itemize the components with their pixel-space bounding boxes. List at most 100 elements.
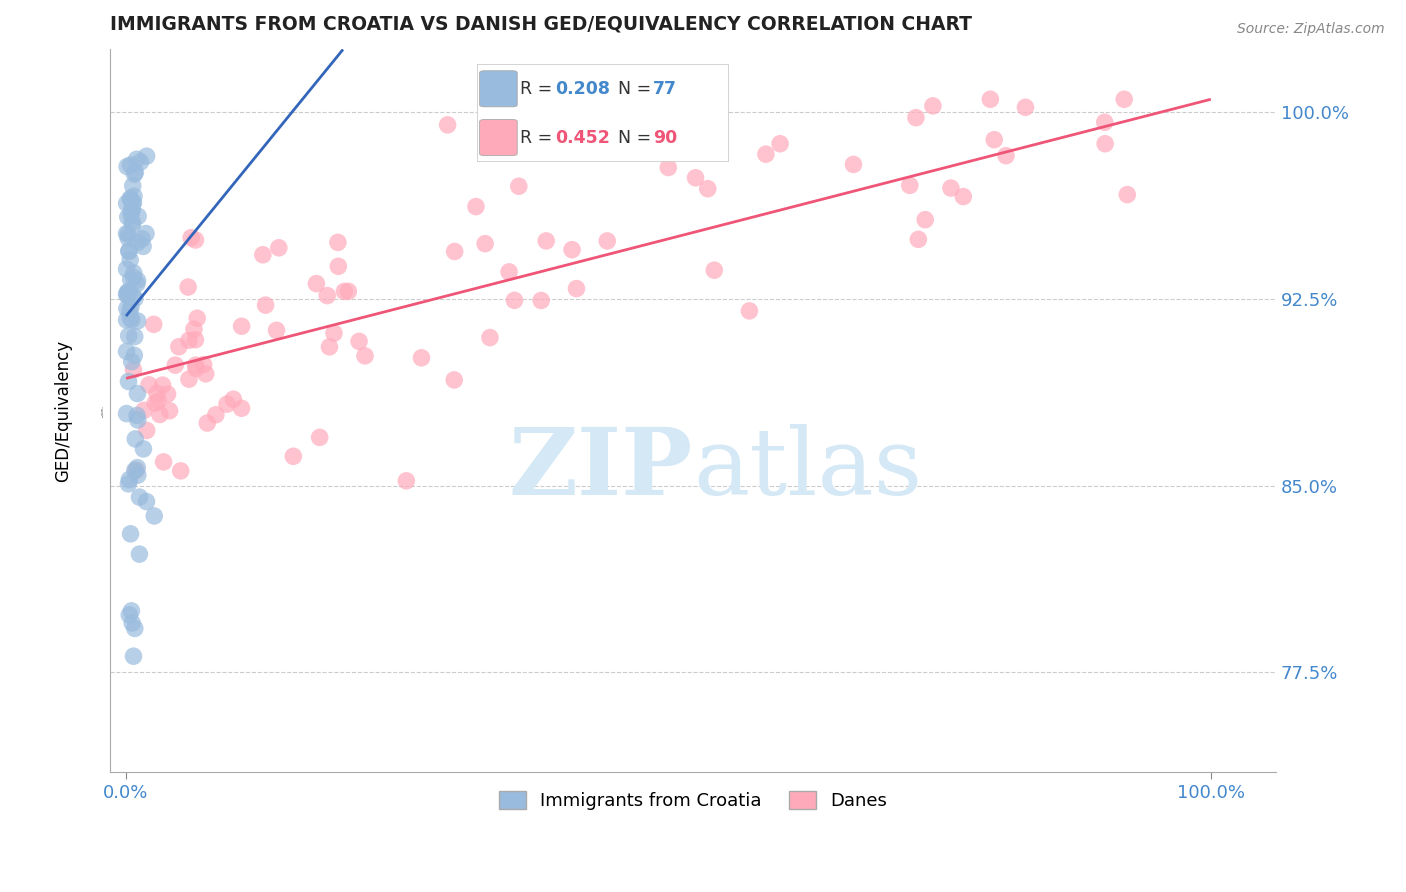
- Point: [135, 424, 157, 438]
- Point: [842, 157, 865, 171]
- Point: [231, 401, 253, 416]
- Point: [177, 280, 200, 294]
- Point: [135, 227, 157, 241]
- Point: [318, 340, 340, 354]
- Point: [898, 178, 921, 193]
- Point: [122, 266, 145, 280]
- Point: [120, 272, 142, 286]
- Point: [132, 239, 155, 253]
- Point: [354, 349, 377, 363]
- Point: [474, 236, 496, 251]
- Point: [120, 604, 142, 618]
- Point: [125, 463, 148, 477]
- Point: [125, 153, 148, 167]
- Point: [125, 277, 148, 291]
- Point: [120, 311, 142, 326]
- Point: [115, 262, 138, 277]
- Point: [983, 133, 1005, 147]
- Point: [152, 455, 174, 469]
- Point: [283, 450, 305, 464]
- Point: [132, 442, 155, 456]
- Point: [411, 351, 433, 365]
- Point: [194, 367, 217, 381]
- Point: [231, 319, 253, 334]
- Point: [478, 330, 501, 344]
- Point: [117, 231, 139, 245]
- Point: [184, 358, 207, 372]
- Point: [127, 386, 149, 401]
- Point: [118, 244, 141, 258]
- Point: [120, 526, 142, 541]
- Point: [146, 386, 169, 401]
- Point: [118, 473, 141, 487]
- Point: [266, 323, 288, 337]
- Point: [254, 298, 277, 312]
- Point: [120, 207, 142, 221]
- Point: [1116, 187, 1139, 202]
- Point: [267, 241, 290, 255]
- Point: [755, 147, 778, 161]
- Point: [115, 301, 138, 316]
- Point: [703, 263, 725, 277]
- Point: [193, 358, 215, 372]
- Point: [308, 430, 330, 444]
- Point: [326, 235, 349, 250]
- Point: [184, 333, 207, 347]
- Point: [195, 416, 218, 430]
- Point: [120, 252, 142, 267]
- Point: [215, 397, 238, 411]
- Point: [156, 387, 179, 401]
- Point: [443, 244, 465, 259]
- Point: [508, 179, 530, 194]
- Point: [120, 192, 142, 206]
- Point: [170, 464, 193, 478]
- Point: [117, 227, 139, 241]
- Point: [177, 372, 200, 386]
- Point: [252, 248, 274, 262]
- Point: [125, 409, 148, 423]
- Point: [436, 118, 458, 132]
- Point: [115, 287, 138, 301]
- Point: [149, 408, 172, 422]
- Point: [143, 508, 166, 523]
- Point: [305, 277, 328, 291]
- Point: [333, 285, 356, 299]
- Point: [561, 243, 583, 257]
- Point: [152, 378, 174, 392]
- Point: [503, 293, 526, 308]
- Point: [135, 149, 157, 163]
- Point: [177, 334, 200, 348]
- Point: [128, 490, 150, 504]
- Point: [124, 432, 146, 446]
- Point: [142, 318, 165, 332]
- Point: [1114, 92, 1136, 106]
- Point: [124, 464, 146, 478]
- Point: [121, 202, 143, 217]
- Legend: Immigrants from Croatia, Danes: Immigrants from Croatia, Danes: [491, 783, 894, 817]
- Point: [904, 111, 927, 125]
- Point: [596, 234, 619, 248]
- Point: [118, 304, 141, 318]
- Point: [184, 233, 207, 247]
- Point: [769, 136, 792, 151]
- Point: [685, 170, 707, 185]
- Point: [127, 468, 149, 483]
- Point: [922, 99, 945, 113]
- Point: [143, 396, 166, 410]
- Point: [121, 355, 143, 369]
- Point: [124, 329, 146, 343]
- Text: Source: ZipAtlas.com: Source: ZipAtlas.com: [1237, 22, 1385, 37]
- Point: [121, 218, 143, 232]
- Point: [159, 403, 181, 417]
- Point: [132, 403, 155, 417]
- Point: [129, 155, 152, 169]
- Point: [120, 158, 142, 172]
- Point: [914, 212, 936, 227]
- Point: [530, 293, 553, 308]
- Point: [498, 265, 520, 279]
- Point: [127, 413, 149, 427]
- Text: IMMIGRANTS FROM CROATIA VS DANISH GED/EQUIVALENCY CORRELATION CHART: IMMIGRANTS FROM CROATIA VS DANISH GED/EQ…: [110, 15, 972, 34]
- Point: [167, 340, 190, 354]
- Point: [128, 547, 150, 561]
- Point: [323, 326, 346, 340]
